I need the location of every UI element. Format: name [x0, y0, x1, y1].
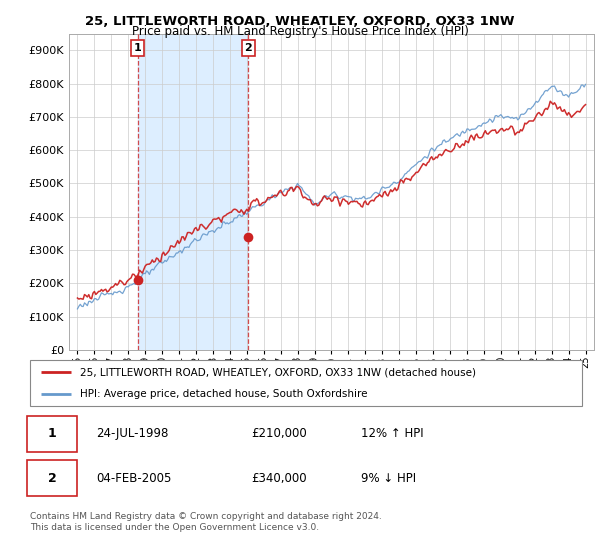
Text: 9% ↓ HPI: 9% ↓ HPI: [361, 472, 416, 485]
FancyBboxPatch shape: [27, 460, 77, 496]
Text: 1: 1: [134, 43, 142, 53]
Text: 25, LITTLEWORTH ROAD, WHEATLEY, OXFORD, OX33 1NW: 25, LITTLEWORTH ROAD, WHEATLEY, OXFORD, …: [85, 15, 515, 27]
Text: 2: 2: [48, 472, 56, 485]
Text: £210,000: £210,000: [251, 427, 307, 441]
Text: Contains HM Land Registry data © Crown copyright and database right 2024.
This d: Contains HM Land Registry data © Crown c…: [30, 512, 382, 532]
Text: HPI: Average price, detached house, South Oxfordshire: HPI: Average price, detached house, Sout…: [80, 389, 367, 399]
FancyBboxPatch shape: [30, 360, 582, 406]
Text: 2: 2: [244, 43, 252, 53]
Text: 1: 1: [48, 427, 56, 441]
Text: 24-JUL-1998: 24-JUL-1998: [96, 427, 169, 441]
Text: 04-FEB-2005: 04-FEB-2005: [96, 472, 172, 485]
Bar: [138, 34, 248, 350]
Text: 12% ↑ HPI: 12% ↑ HPI: [361, 427, 424, 441]
FancyBboxPatch shape: [27, 416, 77, 452]
Text: 25, LITTLEWORTH ROAD, WHEATLEY, OXFORD, OX33 1NW (detached house): 25, LITTLEWORTH ROAD, WHEATLEY, OXFORD, …: [80, 367, 476, 377]
Text: Price paid vs. HM Land Registry's House Price Index (HPI): Price paid vs. HM Land Registry's House …: [131, 25, 469, 38]
Text: £340,000: £340,000: [251, 472, 307, 485]
